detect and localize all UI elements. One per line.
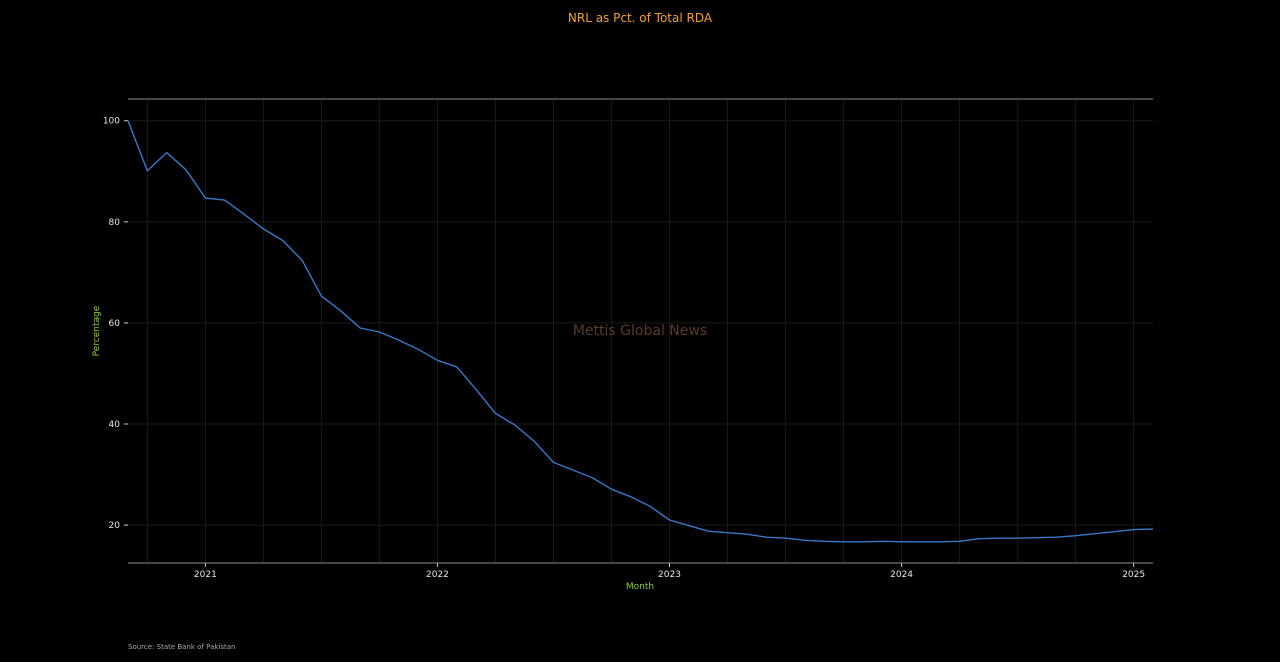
watermark: Mettis Global News [573,323,707,339]
x-axis: 2021 2022 2023 2024 2025 [194,563,1145,580]
chart-title: NRL as Pct. of Total RDA [568,11,713,25]
x-tick-label: 2023 [658,570,681,580]
y-tick-label: 80 [109,218,121,228]
source-note: Source: State Bank of Pakistan [128,643,235,651]
x-tick-label: 2022 [426,570,449,580]
y-tick-label: 20 [109,521,121,531]
grid [128,99,1153,563]
series-layer [127,120,1154,543]
x-tick-label: 2025 [1122,570,1145,580]
y-tick-label: 60 [109,319,121,329]
y-tick-label: 100 [103,117,120,127]
x-axis-title: Month [626,582,654,592]
y-tick-label: 40 [109,420,121,430]
series-line [127,120,1154,543]
y-axis: 20 40 60 80 100 [103,117,128,531]
x-tick-label: 2024 [890,570,913,580]
y-axis-title: Percentage [92,305,102,356]
x-tick-label: 2021 [194,570,217,580]
